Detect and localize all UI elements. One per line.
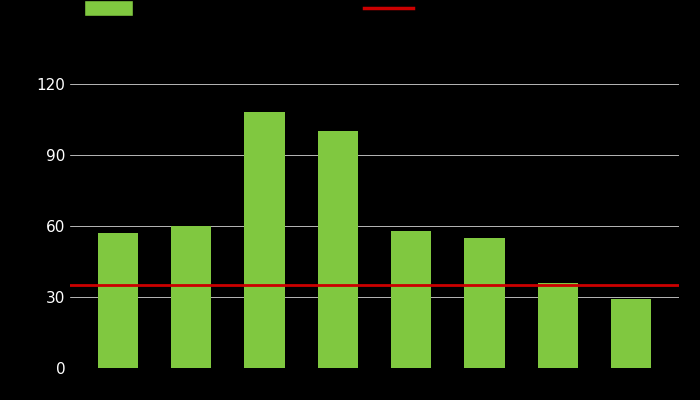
Bar [244,112,285,368]
Bar [391,230,431,368]
Bar [538,283,578,368]
Bar [318,131,358,368]
Bar [98,233,138,368]
Bar [171,226,211,368]
Bar [464,238,505,368]
Bar [611,299,651,368]
